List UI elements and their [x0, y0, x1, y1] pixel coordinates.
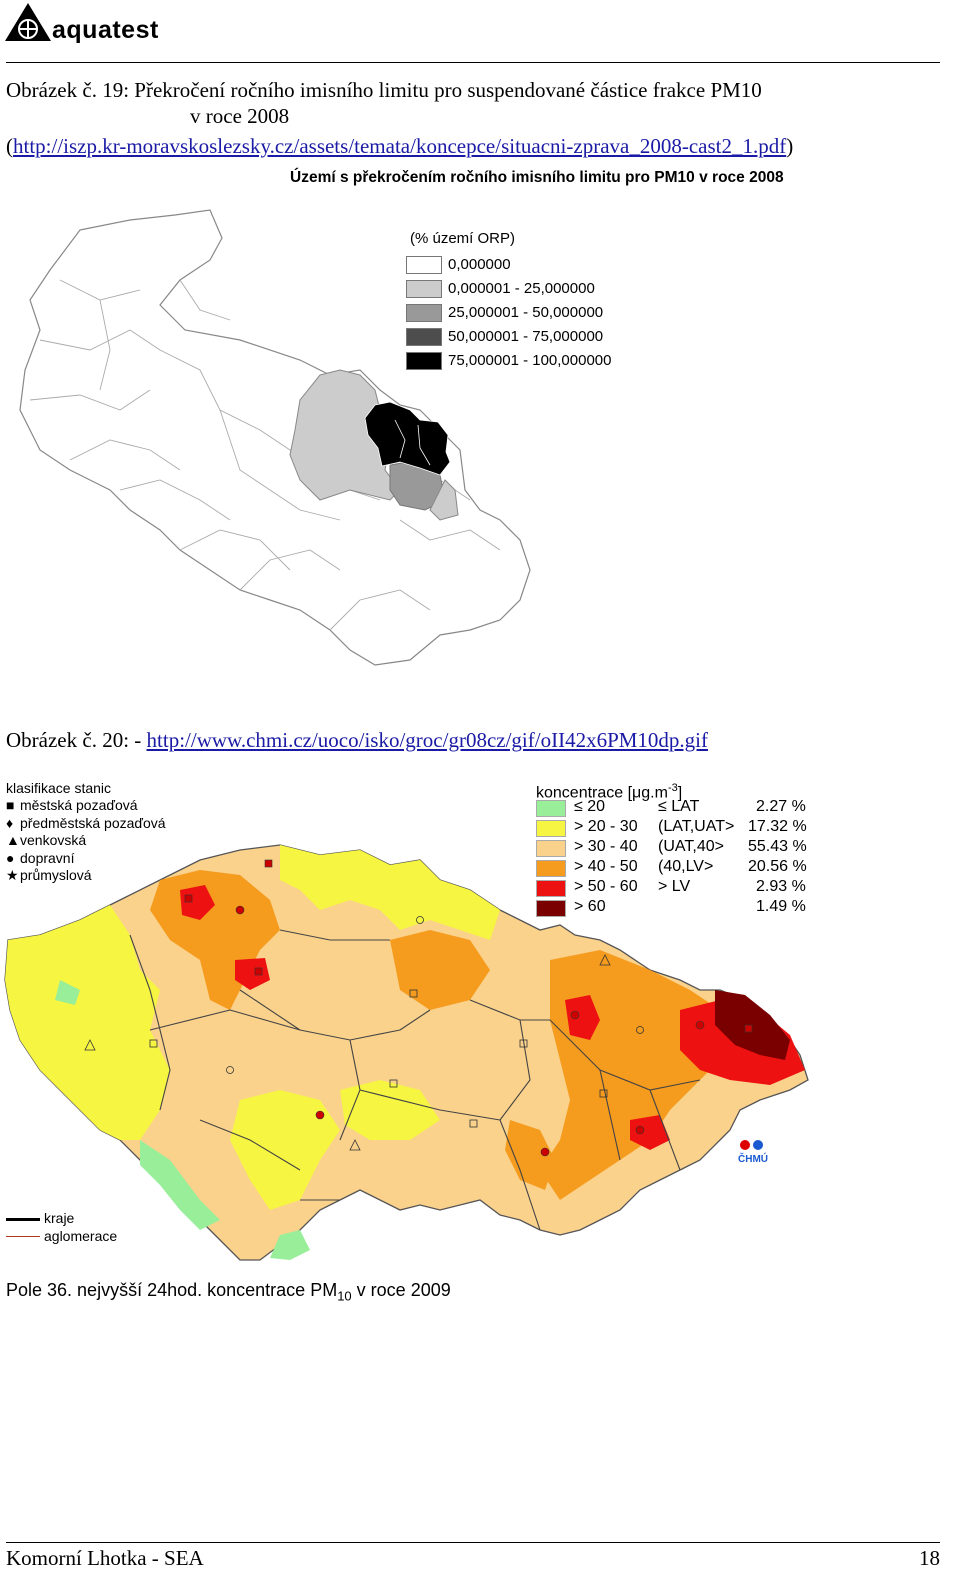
- conc-swatch: [536, 860, 566, 877]
- figure20-pm10-map: [4, 844, 809, 1261]
- triangle-icon: ▲: [6, 832, 20, 848]
- conc-class: (LAT,UAT>: [658, 818, 735, 835]
- conc-pct: 55.43 %: [748, 838, 807, 855]
- conc-swatch: [536, 820, 566, 837]
- line-label: kraje: [44, 1210, 75, 1226]
- footer-left: Komorní Lhotka - SEA: [6, 1546, 204, 1570]
- bottom-caption-text: Pole 36. nejvyšší 24hod. koncentrace PM: [6, 1280, 338, 1300]
- conc-pct: 2.93 %: [756, 878, 806, 895]
- conc-swatch: [536, 900, 566, 917]
- source-paren-close: ): [786, 134, 794, 158]
- legend-label: 25,000001 - 50,000000: [448, 304, 604, 321]
- station-label: předměstská pozaďová: [20, 814, 166, 831]
- station-label: dopravní: [20, 849, 75, 866]
- page-number: 18: [919, 1546, 940, 1570]
- figure19-legend-title: (% území ORP): [410, 230, 516, 247]
- conc-class: ≤ LAT: [658, 798, 700, 815]
- conc-pct: 1.49 %: [756, 898, 806, 915]
- station-item: ■ městská pozaďová: [6, 797, 166, 815]
- conc-pct: 20.56 %: [748, 858, 807, 875]
- figure19-map-title: Území s překročením ročního imisního lim…: [290, 169, 784, 186]
- logo-triangle-icon: [5, 3, 51, 41]
- conc-pct: 17.32 %: [748, 818, 807, 835]
- station-item: ▲venkovská: [6, 832, 166, 850]
- conc-range: > 20 - 30: [574, 818, 638, 835]
- aquatest-logo: [4, 2, 204, 42]
- conc-swatch: [536, 880, 566, 897]
- conc-title-end: ]: [677, 784, 683, 802]
- star-icon: ★: [6, 867, 19, 883]
- conc-range: > 30 - 40: [574, 838, 638, 855]
- station-item: ★průmyslová: [6, 867, 166, 885]
- station-label: průmyslová: [20, 867, 92, 883]
- legend-label: 0,000000: [448, 256, 511, 273]
- square-icon: ■: [6, 797, 15, 813]
- conc-class: > LV: [658, 878, 691, 895]
- legend-label: 50,000001 - 75,000000: [448, 328, 604, 345]
- conc-pct: 2.27 %: [756, 798, 806, 815]
- legend-label: 0,000001 - 25,000000: [448, 280, 595, 297]
- source-paren-open: (: [6, 134, 13, 158]
- conc-range: > 60: [574, 898, 606, 915]
- chmu-label: ČHMÚ: [738, 1154, 768, 1165]
- conc-range: > 50 - 60: [574, 878, 638, 895]
- conc-range: ≤ 20: [574, 798, 606, 815]
- bottom-caption-end: v roce 2009: [351, 1280, 451, 1300]
- station-item: ♦ předměstská pozaďová: [6, 815, 166, 833]
- station-legend-title: klasifikace stanic: [6, 780, 112, 796]
- figure19-source-link[interactable]: http://iszp.kr-moravskoslezsky.cz/assets…: [13, 134, 787, 158]
- figure20-source-link[interactable]: http://www.chmi.cz/uoco/isko/groc/gr08cz…: [146, 728, 708, 752]
- legend-swatch: [406, 328, 442, 346]
- station-label: městská pozaďová: [20, 797, 138, 813]
- legend-swatch: [406, 304, 442, 322]
- line-swatch: [6, 1218, 40, 1221]
- circle-icon: ●: [6, 849, 15, 866]
- legend-label: 75,000001 - 100,000000: [448, 352, 612, 369]
- concentration-legend-title: koncentrace [μg.m-3]: [536, 782, 682, 802]
- diamond-icon: ♦: [6, 814, 14, 831]
- legend-swatch: [406, 256, 442, 274]
- conc-class: (40,LV>: [658, 858, 714, 875]
- conc-title-sup: -3: [667, 782, 678, 794]
- legend-swatch: [406, 352, 442, 370]
- conc-swatch: [536, 840, 566, 857]
- conc-class: (UAT,40>: [658, 838, 724, 855]
- header-rule: [6, 62, 940, 63]
- figure20-bottom-caption: Pole 36. nejvyšší 24hod. koncentrace PM1…: [6, 1280, 451, 1304]
- conc-title: koncentrace [μg.m: [536, 784, 668, 802]
- conc-swatch: [536, 800, 566, 817]
- concentration-legend: ≤ 20 ≤ LAT 2.27 % > 20 - 30 (LAT,UAT> 17…: [536, 798, 826, 920]
- station-legend: ■ městská pozaďová ♦ předměstská pozaďová …: [6, 797, 166, 885]
- station-item: ● dopravní: [6, 850, 166, 868]
- figure19-caption-line1: Obrázek č. 19: Překročení ročního imisní…: [6, 78, 762, 102]
- figure20-caption: Obrázek č. 20: - http://www.chmi.cz/uoco…: [6, 728, 708, 752]
- figure20-caption-prefix: Obrázek č. 20: -: [6, 728, 147, 752]
- station-label: venkovská: [20, 832, 87, 848]
- conc-range: > 40 - 50: [574, 858, 638, 875]
- logo-text: aquatest: [52, 16, 159, 44]
- figure19-legend: 0,000000 0,000001 - 25,000000 25,000001 …: [406, 256, 646, 376]
- bottom-caption-sub: 10: [337, 1288, 352, 1304]
- line-swatch: [6, 1236, 40, 1237]
- figure19-orp-map: [19, 209, 531, 666]
- figure19-caption-line2: v roce 2008: [190, 104, 290, 128]
- footer-rule: [6, 1542, 940, 1543]
- figure19-caption-source: (http://iszp.kr-moravskoslezsky.cz/asset…: [6, 134, 793, 158]
- legend-swatch: [406, 280, 442, 298]
- line-label: aglomerace: [44, 1228, 118, 1244]
